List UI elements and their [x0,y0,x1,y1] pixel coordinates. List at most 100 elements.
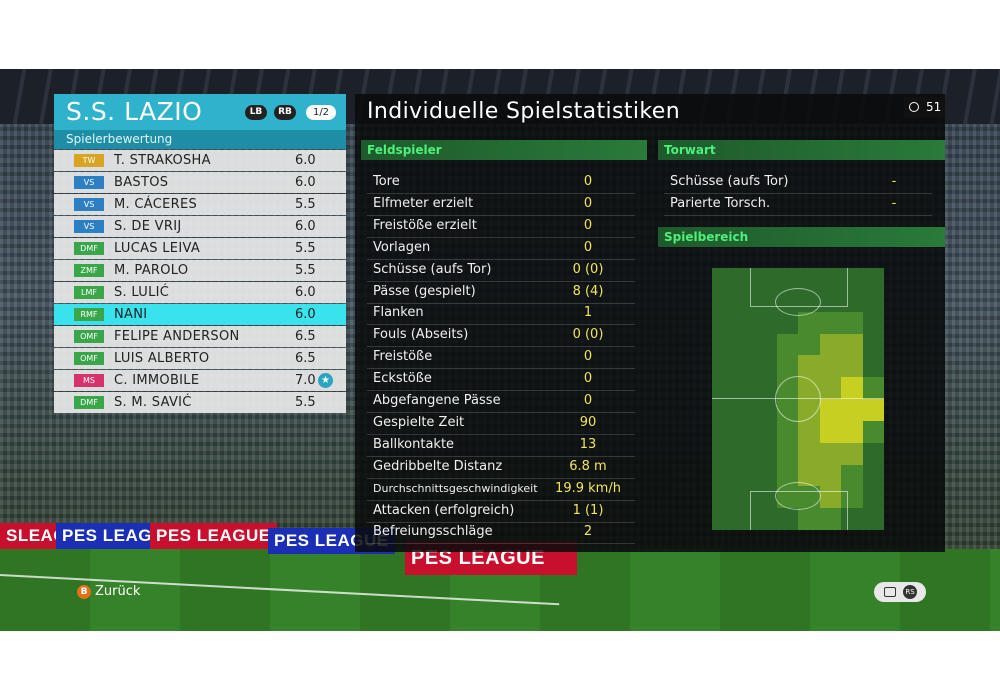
heatmap-cell [798,333,820,356]
heatmap-cell [712,464,734,487]
heatmap-cell [841,268,863,290]
heatmap-cell [862,268,884,290]
heatmap-field [712,268,884,530]
stat-row: Attacken (erfolgreich) 1 (1) [367,500,635,523]
stat-label: Eckstöße [373,371,432,387]
player-rating: 6.0 [295,285,316,300]
heatmap-cell [712,355,734,378]
heatmap-cell [819,442,842,465]
heatmap-cell [819,311,842,334]
stat-row: Abgefangene Pässe 0 [367,390,635,413]
heatmap-cell [712,442,734,465]
stats-panel: Individuelle Spielstatistiken 51 Feldspi… [355,94,945,552]
heatmap-cell [755,268,777,290]
player-row[interactable]: LMF S. LULIĆ 6.0 [54,282,346,303]
stat-value: 13 [579,436,597,452]
heatmap-cell [798,311,820,334]
heatmap-cell [755,464,777,487]
stats-title: Individuelle Spielstatistiken [367,99,681,124]
stat-value: - [891,196,897,211]
stat-label: Gespielte Zeit [373,414,465,430]
player-list: TW T. STRAKOSHA 6.0 VS BASTOS 6.0 VS M. CÁCERES… [54,150,346,413]
heatmap-cell [841,333,863,356]
stat-value: 90 [579,414,597,430]
player-name: LUIS ALBERTO [114,351,210,366]
stat-row: Gespielte Zeit 90 [367,412,635,435]
heatmap-cell [755,311,777,334]
stat-value: 0 [583,174,593,189]
stat-label: Gedribbelte Distanz [373,458,503,474]
stat-row: Freistöße erzielt 0 [367,215,635,238]
player-rating: 5.5 [295,241,316,256]
rb-button-icon[interactable]: RB [274,105,296,120]
stat-row: Fouls (Abseits) 0 (0) [367,324,635,348]
back-label: Zurück [95,584,141,599]
star-icon: ★ [318,373,333,388]
lb-button-icon[interactable]: LB [245,105,267,120]
heatmap-cell [841,442,863,465]
stat-value: 0 [583,371,593,387]
timer-badge: 51 [904,97,945,117]
player-row[interactable]: OMF LUIS ALBERTO 6.5 [54,348,346,369]
player-row[interactable]: ZMF M. PAROLO 5.5 [54,260,346,281]
stat-label: Flanken [373,305,424,321]
chat-toggle[interactable]: RS [874,582,926,602]
stat-label: Befreiungsschläge [373,524,493,540]
player-row[interactable]: VS S. DE VRIJ 6.0 [54,216,346,237]
stat-label: Ballkontakte [373,436,455,452]
player-rating: 6.0 [295,219,316,234]
back-hint[interactable]: B Zurück [77,584,140,599]
stat-row: Schüsse (aufs Tor) 0 (0) [367,259,635,282]
stat-label: Tore [373,174,400,189]
position-badge: MS [74,374,104,387]
player-row[interactable]: RMF NANI 6.0 [54,304,346,325]
player-rating: 6.5 [295,329,316,344]
heatmap-cell [862,399,884,421]
stat-value: 6.8 m [569,458,607,474]
chat-icon [884,587,896,597]
ad-board: PES LEAGUE [150,523,277,549]
player-row[interactable]: VS BASTOS 6.0 [54,172,346,193]
heatmap-cell [841,420,863,443]
stat-value: 0 (0) [572,327,604,343]
heatmap-cell [776,442,799,465]
player-row[interactable]: VS M. CÁCERES 5.5 [54,194,346,215]
position-badge: TW [74,154,104,167]
stat-value: 0 [583,239,593,255]
heatmap-cell [712,420,734,443]
heatmap-cell [776,355,799,378]
stat-value: 2 [583,524,593,540]
heatmap-cell [819,333,842,356]
player-row[interactable]: TW T. STRAKOSHA 6.0 [54,150,346,171]
heatmap-cell [712,311,734,334]
heatmap-cell [733,355,756,378]
heatmap-cell [862,464,884,487]
heatmap-cell [819,377,842,400]
position-badge: ZMF [74,264,104,277]
stat-value: 0 (0) [572,261,604,277]
stat-label: Pässe (gespielt) [373,283,476,299]
player-row[interactable]: MS C. IMMOBILE 7.0 ★ [54,370,346,391]
player-name: M. CÁCERES [114,197,198,212]
team-panel: S.S. LAZIO LB RB 1/2 Spielerbewertung TW… [54,94,346,413]
player-row[interactable]: OMF FELIPE ANDERSON 6.5 [54,326,346,347]
stat-value: 8 (4) [572,283,604,299]
player-row[interactable]: DMF S. M. SAVIĆ 5.5 [54,392,346,413]
heatmap-cell [819,508,842,530]
player-name: LUCAS LEIVA [114,241,201,256]
heatmap-cell [712,399,734,421]
player-row[interactable]: DMF LUCAS LEIVA 5.5 [54,238,346,259]
position-badge: DMF [74,242,104,255]
heatmap-cell [819,268,842,290]
heatmap-cell [862,420,884,443]
heatmap-cell [841,464,863,487]
stat-value: - [891,174,897,189]
heatmap-cell [798,464,820,487]
heatmap-cell [776,508,799,530]
player-rating-header: Spielerbewertung [54,130,346,149]
heatmap-cell [755,377,777,400]
top-arc [775,288,821,316]
stat-value: 0 [583,393,593,408]
position-badge: OMF [74,352,104,365]
heatmap-cell [733,464,756,487]
